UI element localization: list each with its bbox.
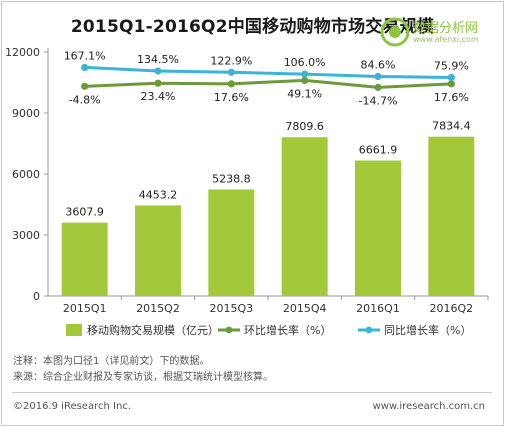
qoq-point [154, 79, 162, 87]
chart-title: 2015Q1-2016Q2中国移动购物市场交易规模 [70, 17, 435, 37]
copyright-text: ©2016.9 iResearch Inc. [13, 401, 131, 412]
qoq-point [227, 80, 235, 88]
legend-qoq-marker [225, 326, 233, 334]
bar [135, 205, 181, 296]
bar [208, 189, 255, 296]
yoy-growth-line [84, 65, 452, 79]
bar-value-label: 3607.9 [65, 206, 104, 219]
qoq-value-label: 17.6% [214, 91, 249, 104]
yoy-point [154, 67, 162, 75]
yoy-point [447, 73, 455, 82]
yoy-value-label: 134.5% [137, 53, 179, 66]
watermark-logo-icon [380, 17, 410, 47]
qoq-point [301, 76, 309, 84]
x-tick-label: 2015Q1 [63, 302, 107, 315]
yoy-value-label: 122.9% [210, 54, 252, 67]
x-tick-label: 2015Q4 [283, 302, 327, 315]
legend-yoy-marker [365, 326, 373, 334]
legend-yoy-label: 同比增长率（%） [384, 323, 471, 337]
bar [355, 160, 401, 296]
bar-value-label: 4453.2 [139, 188, 178, 201]
bar-value-label: 5238.8 [212, 172, 251, 185]
yoy-point [81, 63, 89, 72]
note-line: 注释：本图为口径1（详见前文）下的数据。 [13, 356, 210, 367]
qoq-value-label: 23.4% [141, 90, 176, 103]
yoy-point [374, 72, 382, 81]
bar [61, 222, 108, 296]
qoq-point [447, 80, 455, 88]
y-tick-label: 6000 [12, 168, 40, 181]
yoy-value-label: 106.0% [284, 56, 326, 69]
footer-divider [12, 392, 492, 393]
x-tick-label: 2016Q1 [356, 302, 400, 315]
x-tick-label: 2015Q3 [210, 302, 254, 315]
bar-value-label: 7809.6 [285, 120, 324, 133]
watermark-text: 数据分析网 [413, 21, 479, 36]
yoy-value-label: 84.6% [361, 58, 396, 71]
chart-notes: 注释：本图为口径1（详见前文）下的数据。 来源：综合企业财报及专家访谈，根据艾瑞… [13, 354, 273, 386]
yoy-point [301, 70, 309, 78]
qoq-growth-line [84, 78, 452, 89]
y-tick-label: 12000 [5, 46, 40, 59]
legend-bar-swatch [66, 324, 82, 336]
qoq-value-label: -4.8% [69, 93, 101, 106]
bar-value-label: 7834.4 [432, 120, 471, 133]
qoq-value-label: 17.6% [434, 91, 469, 104]
watermark-url: www.afenxi.com [413, 35, 479, 44]
yoy-value-label: 75.9% [434, 59, 469, 72]
qoq-value-label: 49.1% [287, 87, 322, 100]
yoy-value-label: 167.1% [64, 49, 106, 62]
qoq-value-label: -14.7% [359, 94, 398, 107]
qoq-point [81, 82, 89, 90]
qoq-point [374, 83, 382, 92]
website-text: www.iresearch.com.cn [372, 401, 485, 412]
legend-qoq-label: 环比增长率（%） [244, 323, 331, 337]
y-tick-label: 9000 [12, 107, 40, 120]
y-tick-label: 0 [33, 290, 40, 303]
watermark: 数据分析网 www.afenxi.com [380, 17, 502, 51]
source-line: 来源：综合企业财报及专家访谈，根据艾瑞统计模型核算。 [13, 372, 273, 383]
bar-value-label: 6661.9 [359, 144, 398, 157]
x-tick-label: 2015Q2 [136, 302, 180, 315]
bar [428, 136, 475, 296]
bar [281, 137, 328, 296]
legend-bar-label: 移动购物交易规模（亿元） [87, 323, 219, 337]
x-tick-label: 2016Q2 [430, 302, 474, 315]
yoy-point [227, 68, 235, 76]
y-tick-label: 3000 [12, 229, 40, 242]
